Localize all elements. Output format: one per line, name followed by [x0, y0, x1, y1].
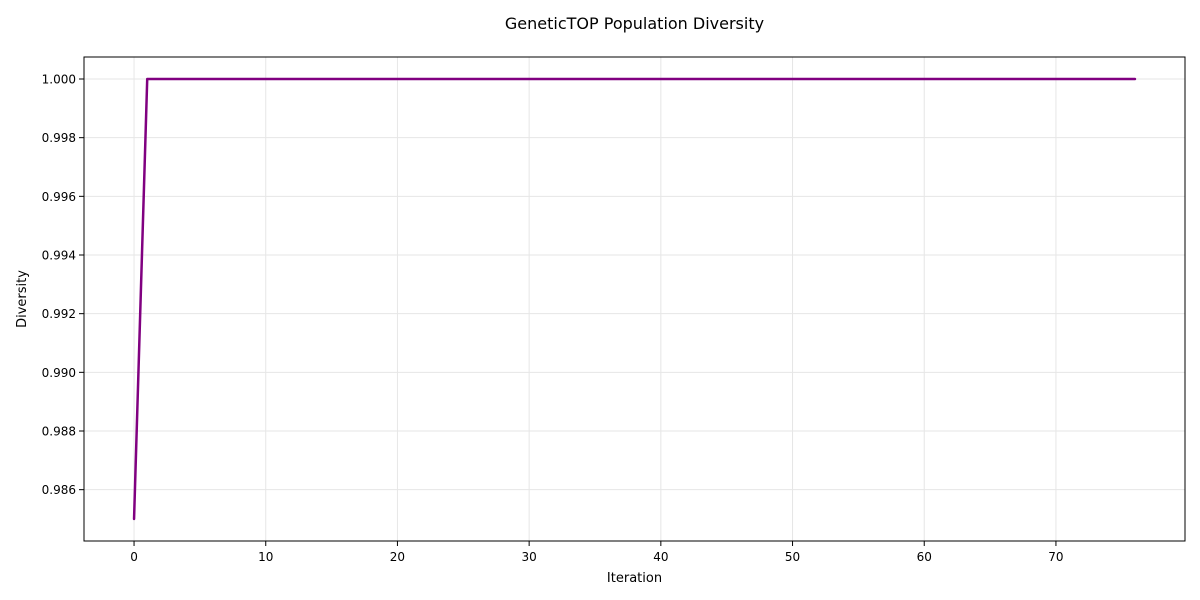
y-tick-label: 0.996: [42, 190, 76, 204]
x-tick-label: 30: [522, 550, 537, 564]
y-tick-label: 0.986: [42, 483, 76, 497]
x-tick-label: 50: [785, 550, 800, 564]
y-axis-label: Diversity: [15, 270, 30, 328]
x-axis-label: Iteration: [607, 571, 662, 586]
y-tick-label: 0.998: [42, 131, 76, 145]
y-axis: 0.986 0.988 0.990 0.992 0.994 0.996 0.998 1.000: [42, 73, 84, 497]
plot-area-frame: [83, 56, 1186, 542]
x-tick-label: 10: [258, 550, 273, 564]
x-tick-label: 70: [1048, 550, 1063, 564]
y-tick-label: 0.994: [42, 249, 76, 263]
diversity-series-line: [132, 77, 1137, 521]
chart-title: GeneticTOP Population Diversity: [505, 14, 764, 33]
y-tick-label: 1.000: [42, 73, 76, 87]
y-tick-label: 0.990: [42, 366, 76, 380]
x-tick-label: 20: [390, 550, 405, 564]
x-tick-label: 0: [130, 550, 138, 564]
x-tick-label: 60: [917, 550, 932, 564]
y-tick-label: 0.988: [42, 425, 76, 439]
series-layer: [132, 77, 1137, 521]
grid-lines: [84, 57, 1185, 541]
y-tick-label: 0.992: [42, 307, 76, 321]
x-tick-label: 40: [653, 550, 668, 564]
x-axis: 0 10 20 30 40 50 60 70: [130, 541, 1064, 564]
